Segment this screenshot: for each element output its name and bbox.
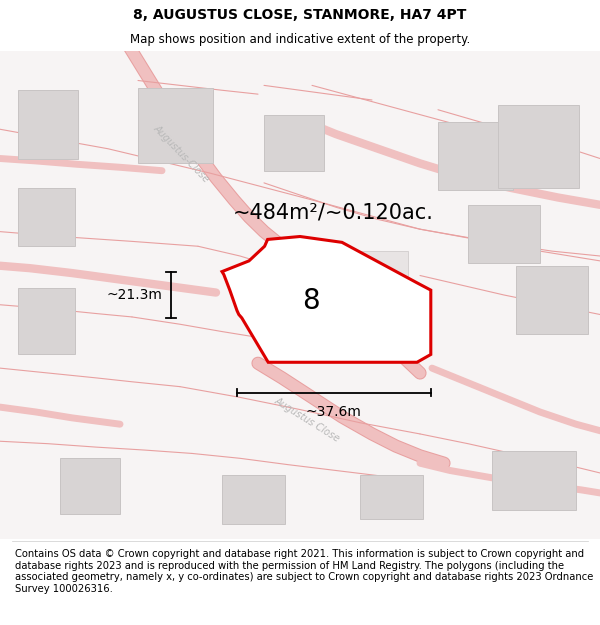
Bar bbox=[18, 188, 75, 246]
Polygon shape bbox=[222, 236, 431, 362]
Text: Augustus Close: Augustus Close bbox=[272, 395, 342, 444]
Bar bbox=[498, 105, 579, 188]
Text: Map shows position and indicative extent of the property.: Map shows position and indicative extent… bbox=[130, 34, 470, 46]
Bar bbox=[270, 251, 408, 344]
Text: Augustus-Close: Augustus-Close bbox=[152, 123, 212, 184]
Bar bbox=[138, 88, 213, 163]
Bar bbox=[60, 458, 120, 514]
Text: 8: 8 bbox=[302, 287, 320, 315]
Bar bbox=[438, 122, 513, 190]
Text: ~37.6m: ~37.6m bbox=[306, 405, 362, 419]
Bar bbox=[18, 288, 75, 354]
Text: Contains OS data © Crown copyright and database right 2021. This information is : Contains OS data © Crown copyright and d… bbox=[15, 549, 593, 594]
Text: 8, AUGUSTUS CLOSE, STANMORE, HA7 4PT: 8, AUGUSTUS CLOSE, STANMORE, HA7 4PT bbox=[133, 8, 467, 22]
Text: ~21.3m: ~21.3m bbox=[106, 288, 162, 302]
Bar bbox=[318, 290, 387, 344]
Bar bbox=[360, 476, 423, 519]
Bar bbox=[468, 205, 540, 263]
Bar bbox=[516, 266, 588, 334]
Text: ~484m²/~0.120ac.: ~484m²/~0.120ac. bbox=[233, 202, 433, 222]
Bar bbox=[264, 114, 324, 171]
Bar bbox=[222, 476, 285, 524]
Bar bbox=[492, 451, 576, 509]
Bar bbox=[18, 90, 78, 159]
